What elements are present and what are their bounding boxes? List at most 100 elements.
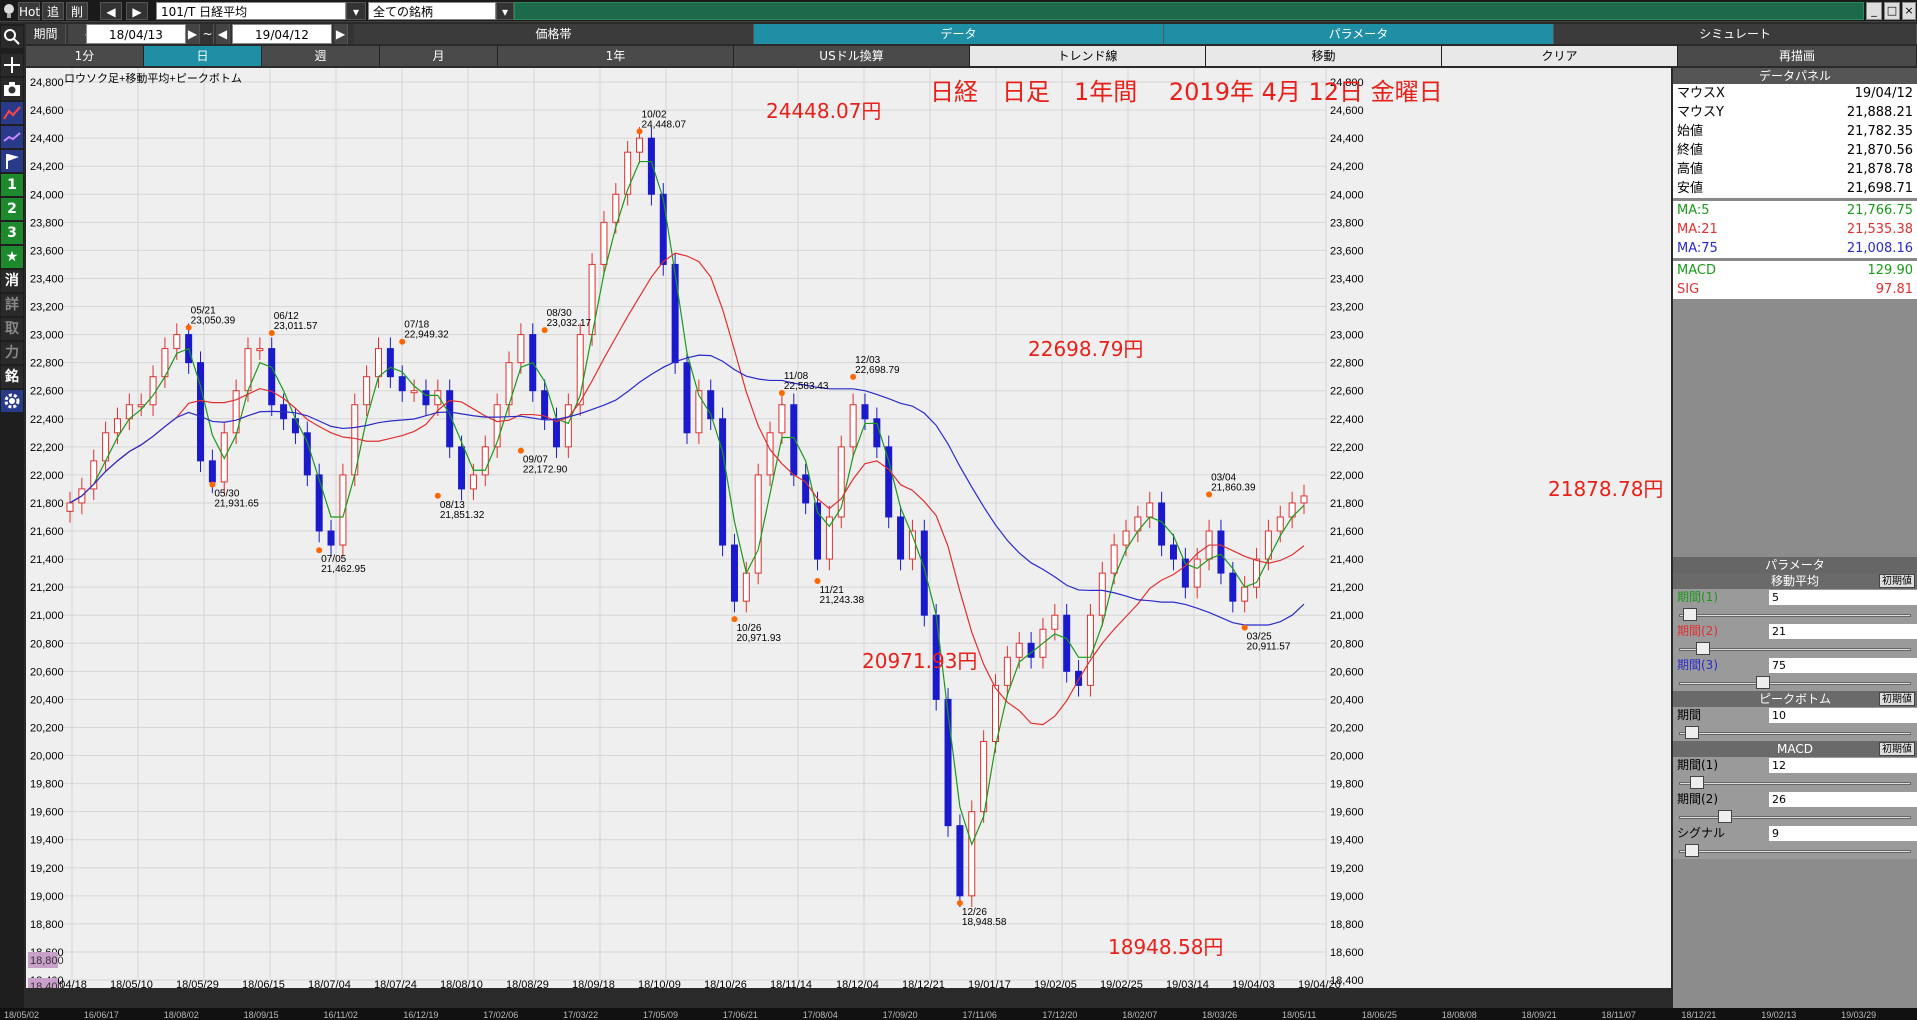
ma-period2-input[interactable]: 21 [1769,624,1917,639]
history-date-bar[interactable]: 18/05/02 16/06/17 18/08/02 18/09/15 16/11/02… [0,1008,1917,1020]
erase-button[interactable]: 消 [1,270,23,292]
clear-button[interactable]: クリア [1442,46,1678,66]
search-icon[interactable] [1,26,23,48]
range-day-button[interactable]: 日 [144,46,262,66]
ma5-line [69,160,1305,847]
y-tick-label: 23,400 [1330,273,1364,285]
bottom-marker [517,447,524,454]
y-tick-label-left: 18,800 [30,919,64,931]
bottom-price: 21,462.95 [321,564,366,575]
slider-thumb[interactable] [1717,810,1732,823]
signal-slider[interactable] [1673,842,1917,859]
slider-thumb[interactable] [1696,642,1711,655]
candle-body [1063,614,1071,672]
slider-thumb[interactable] [1685,726,1700,739]
period-from-next[interactable]: ▶ [186,24,200,44]
data-row-value: 129.90 [1867,263,1914,278]
pb-reset-button[interactable]: 初期値 [1879,692,1915,706]
range-month-button[interactable]: 月 [380,46,498,66]
macd-period1-slider[interactable] [1673,774,1917,791]
signal-input[interactable]: 9 [1769,826,1917,841]
tab-parameter[interactable]: パラメータ [1164,24,1554,44]
prev-symbol-button[interactable]: ◀ [100,2,122,20]
peak-price: 22,583.43 [784,381,829,392]
ma-period1-slider[interactable] [1673,606,1917,623]
macd-period1-input[interactable]: 12 [1769,758,1917,773]
history-date-svg[interactable]: 18/05/02 16/06/17 18/08/02 18/09/15 16/11/02… [0,1008,1917,1020]
peak-date: 05/21 [191,306,216,317]
hot-button[interactable]: Hot [18,2,40,20]
redraw-button[interactable]: 再描画 [1678,46,1917,66]
candle-body [398,376,406,392]
data-row: MA:5 21,766.75 [1673,201,1917,220]
period-label: 期間 [26,24,66,44]
gear-icon[interactable] [1,390,23,412]
crosshair-icon[interactable] [1,54,23,76]
period-from-input[interactable]: 18/04/13 [86,24,186,44]
preset-2-button[interactable]: 2 [1,198,23,220]
indicator-icon[interactable] [1,126,23,148]
delete-button[interactable]: 削 [66,2,88,20]
next-symbol-button[interactable]: ▶ [126,2,148,20]
data-row-label: SIG [1677,282,1700,297]
peak-price: 22,949.32 [404,330,449,341]
add-button[interactable]: 追 [42,2,64,20]
tab-simulate[interactable]: シミュレート [1554,24,1917,44]
pb-period-slider[interactable] [1673,724,1917,741]
slider-thumb[interactable] [1685,844,1700,857]
move-button[interactable]: 移動 [1206,46,1442,66]
peak-marker [778,390,785,397]
tab-price-band[interactable]: 価格帯 [354,24,754,44]
bulb-icon[interactable] [2,2,16,20]
slider-thumb[interactable] [1756,676,1771,689]
period-to-prev[interactable]: ◀ [216,24,230,44]
ma-period1-input[interactable]: 5 [1769,590,1917,605]
ma-period3-input[interactable]: 75 [1769,658,1917,673]
preset-1-button[interactable]: 1 [1,174,23,196]
minimize-button[interactable]: _ [1866,2,1882,20]
fetch-button[interactable]: 取 [1,318,23,340]
candle-body [992,684,999,742]
data-row-label: 始値 [1677,124,1704,139]
usd-convert-button[interactable]: USドル換算 [734,46,970,66]
tab-data[interactable]: データ [754,24,1164,44]
line-chart-icon[interactable] [1,102,23,124]
pb-period-input[interactable]: 10 [1769,708,1917,723]
x-tick-label: 18/12/21 [902,979,945,988]
filter-dropdown-button[interactable]: ▾ [496,2,514,20]
close-button[interactable]: × [1902,2,1916,20]
input-button[interactable]: 力 [1,342,23,364]
symbol-list-button[interactable]: 銘 [1,366,23,388]
camera-icon[interactable] [1,78,23,100]
period-to-next[interactable]: ▶ [334,24,348,44]
range-1year-button[interactable]: 1年 [498,46,734,66]
detail-button[interactable]: 詳 [1,294,23,316]
flag-icon[interactable] [1,150,23,172]
ma-period3-slider[interactable] [1673,674,1917,691]
macd-reset-button[interactable]: 初期値 [1879,742,1915,756]
range-week-button[interactable]: 週 [262,46,380,66]
candle-body [1015,642,1023,658]
maximize-button[interactable]: □ [1884,2,1900,20]
slider-thumb[interactable] [1683,608,1698,621]
star-icon[interactable]: ★ [1,246,23,268]
macd-period2-slider[interactable] [1673,808,1917,825]
preset-3-button[interactable]: 3 [1,222,23,244]
data-row: MA:75 21,008.16 [1673,239,1917,258]
data-row: MA:21 21,535.38 [1673,220,1917,239]
chart-svg[interactable]: 24,800 24,800 24,600 24,600 24,400 24,400 24,2… [26,68,1671,988]
slider-thumb[interactable] [1689,776,1704,789]
symbol-input[interactable]: 101/T 日経平均 [156,2,346,20]
macd-period2-input[interactable]: 26 [1769,792,1917,807]
trendline-button[interactable]: トレンド線 [970,46,1206,66]
bottom-marker [814,578,821,585]
filter-select[interactable]: 全ての銘柄 [368,2,496,20]
range-1min-button[interactable]: 1分 [26,46,144,66]
y-tick-label: 20,400 [1330,694,1364,706]
candle-body [802,474,810,504]
period-to-input[interactable]: 19/04/12 [232,24,332,44]
candlestick-chart[interactable]: 24,800 24,800 24,600 24,600 24,400 24,400 24,2… [26,68,1671,988]
ma-period2-slider[interactable] [1673,640,1917,657]
ma-reset-button[interactable]: 初期値 [1879,574,1915,588]
symbol-dropdown-button[interactable]: ▾ [346,2,366,20]
